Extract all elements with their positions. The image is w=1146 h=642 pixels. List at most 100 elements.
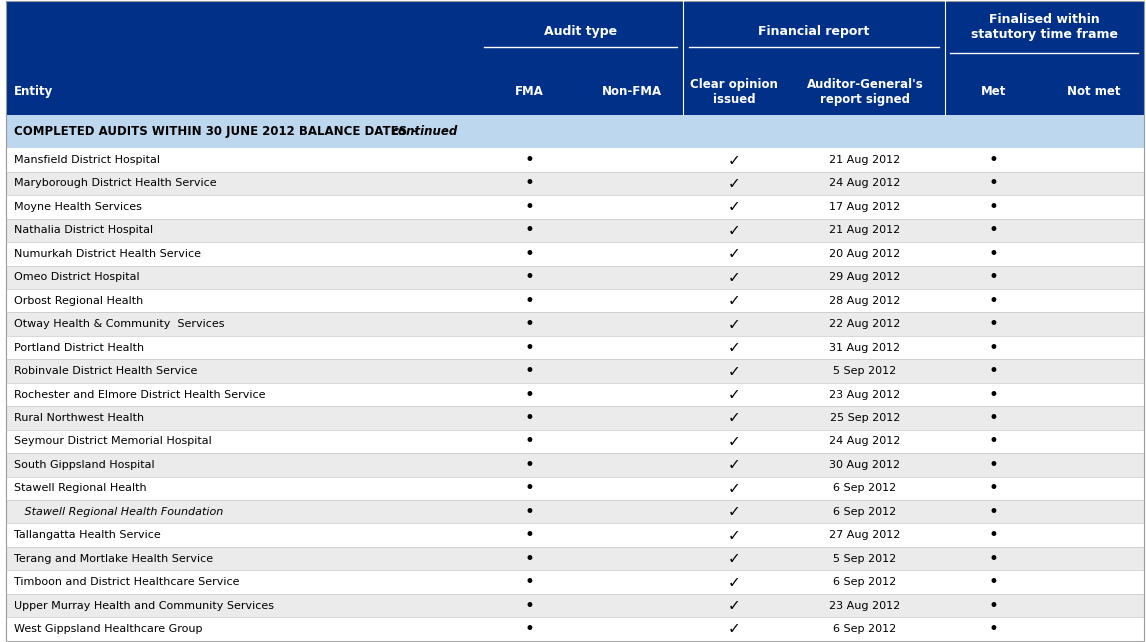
Text: •: •: [524, 620, 534, 638]
Text: Rural Northwest Health: Rural Northwest Health: [14, 413, 144, 423]
Text: •: •: [524, 573, 534, 591]
Bar: [6, 266, 1144, 289]
Text: 23 Aug 2012: 23 Aug 2012: [830, 600, 901, 611]
Text: Stawell Regional Health: Stawell Regional Health: [14, 483, 147, 493]
Text: •: •: [524, 268, 534, 286]
Text: •: •: [524, 198, 534, 216]
Text: Terang and Mortlake Health Service: Terang and Mortlake Health Service: [14, 553, 213, 564]
Text: Timboon and District Healthcare Service: Timboon and District Healthcare Service: [14, 577, 240, 587]
Text: •: •: [524, 385, 534, 404]
Bar: [6, 523, 1144, 547]
Text: •: •: [524, 175, 534, 193]
Text: 6 Sep 2012: 6 Sep 2012: [833, 624, 896, 634]
Text: ✓: ✓: [728, 598, 740, 613]
Bar: [6, 148, 1144, 172]
Text: 28 Aug 2012: 28 Aug 2012: [830, 296, 901, 306]
Text: Auditor-General's
report signed: Auditor-General's report signed: [807, 78, 924, 106]
Text: Stawell Regional Health Foundation: Stawell Regional Health Foundation: [14, 507, 223, 517]
Bar: [6, 195, 1144, 219]
Text: ✓: ✓: [728, 223, 740, 238]
Text: Met: Met: [981, 85, 1006, 98]
Text: ✓: ✓: [728, 387, 740, 402]
Text: ✓: ✓: [728, 340, 740, 355]
Bar: [6, 594, 1144, 617]
Text: •: •: [989, 198, 998, 216]
Text: •: •: [989, 385, 998, 404]
Text: •: •: [989, 338, 998, 356]
Text: •: •: [989, 221, 998, 239]
Text: •: •: [989, 456, 998, 474]
Text: •: •: [524, 245, 534, 263]
Text: 23 Aug 2012: 23 Aug 2012: [830, 390, 901, 399]
Text: 24 Aug 2012: 24 Aug 2012: [830, 178, 901, 189]
Text: 5 Sep 2012: 5 Sep 2012: [833, 553, 896, 564]
Text: •: •: [989, 151, 998, 169]
Text: ✓: ✓: [728, 363, 740, 379]
Text: Moyne Health Services: Moyne Health Services: [14, 202, 142, 212]
Bar: [6, 242, 1144, 266]
Text: ✓: ✓: [728, 247, 740, 261]
Text: ✓: ✓: [728, 528, 740, 542]
Text: 6 Sep 2012: 6 Sep 2012: [833, 507, 896, 517]
Text: •: •: [524, 338, 534, 356]
Text: ✓: ✓: [728, 457, 740, 473]
Text: 21 Aug 2012: 21 Aug 2012: [830, 225, 901, 236]
Text: Maryborough District Health Service: Maryborough District Health Service: [14, 178, 217, 189]
Text: Seymour District Memorial Hospital: Seymour District Memorial Hospital: [14, 437, 212, 446]
Text: Tallangatta Health Service: Tallangatta Health Service: [14, 530, 160, 540]
Text: 20 Aug 2012: 20 Aug 2012: [830, 249, 901, 259]
Text: •: •: [524, 151, 534, 169]
Text: 24 Aug 2012: 24 Aug 2012: [830, 437, 901, 446]
Text: ✓: ✓: [728, 434, 740, 449]
Text: •: •: [989, 480, 998, 498]
Text: •: •: [989, 573, 998, 591]
Text: Omeo District Hospital: Omeo District Hospital: [14, 272, 140, 282]
Text: ✓: ✓: [728, 575, 740, 589]
Text: Financial report: Financial report: [758, 25, 870, 39]
Text: COMPLETED AUDITS WITHIN 30 JUNE 2012 BALANCE DATES –: COMPLETED AUDITS WITHIN 30 JUNE 2012 BAL…: [14, 125, 421, 138]
Text: ✓: ✓: [728, 176, 740, 191]
Text: •: •: [524, 526, 534, 544]
Bar: [6, 336, 1144, 360]
Bar: [6, 219, 1144, 242]
Text: South Gippsland Hospital: South Gippsland Hospital: [14, 460, 155, 470]
Text: •: •: [989, 362, 998, 380]
Text: 22 Aug 2012: 22 Aug 2012: [830, 319, 901, 329]
Text: •: •: [524, 456, 534, 474]
Bar: [6, 500, 1144, 523]
Text: •: •: [524, 362, 534, 380]
Text: Nathalia District Hospital: Nathalia District Hospital: [14, 225, 152, 236]
Text: •: •: [524, 409, 534, 427]
Bar: [6, 172, 1144, 195]
Bar: [6, 617, 1144, 641]
Bar: [6, 406, 1144, 429]
Bar: [6, 476, 1144, 500]
Text: •: •: [989, 409, 998, 427]
Text: Otway Health & Community  Services: Otway Health & Community Services: [14, 319, 225, 329]
Text: Robinvale District Health Service: Robinvale District Health Service: [14, 366, 197, 376]
Text: 29 Aug 2012: 29 Aug 2012: [830, 272, 901, 282]
Text: •: •: [524, 550, 534, 568]
Text: •: •: [989, 175, 998, 193]
Text: •: •: [989, 503, 998, 521]
Text: ✓: ✓: [728, 293, 740, 308]
Text: Numurkah District Health Service: Numurkah District Health Service: [14, 249, 201, 259]
Text: •: •: [524, 291, 534, 309]
Text: •: •: [989, 268, 998, 286]
Bar: [6, 313, 1144, 336]
Bar: [6, 453, 1144, 476]
Text: FMA: FMA: [515, 85, 543, 98]
Text: •: •: [989, 550, 998, 568]
Text: ✓: ✓: [728, 621, 740, 636]
Text: West Gippsland Healthcare Group: West Gippsland Healthcare Group: [14, 624, 202, 634]
Text: •: •: [524, 433, 534, 451]
Text: Audit type: Audit type: [544, 25, 617, 39]
Text: Mansfield District Hospital: Mansfield District Hospital: [14, 155, 159, 165]
Text: ✓: ✓: [728, 153, 740, 168]
Text: •: •: [524, 221, 534, 239]
Text: ✓: ✓: [728, 504, 740, 519]
Text: 31 Aug 2012: 31 Aug 2012: [830, 343, 901, 352]
Text: 27 Aug 2012: 27 Aug 2012: [830, 530, 901, 540]
Text: Rochester and Elmore District Health Service: Rochester and Elmore District Health Ser…: [14, 390, 265, 399]
Bar: [6, 69, 1144, 115]
